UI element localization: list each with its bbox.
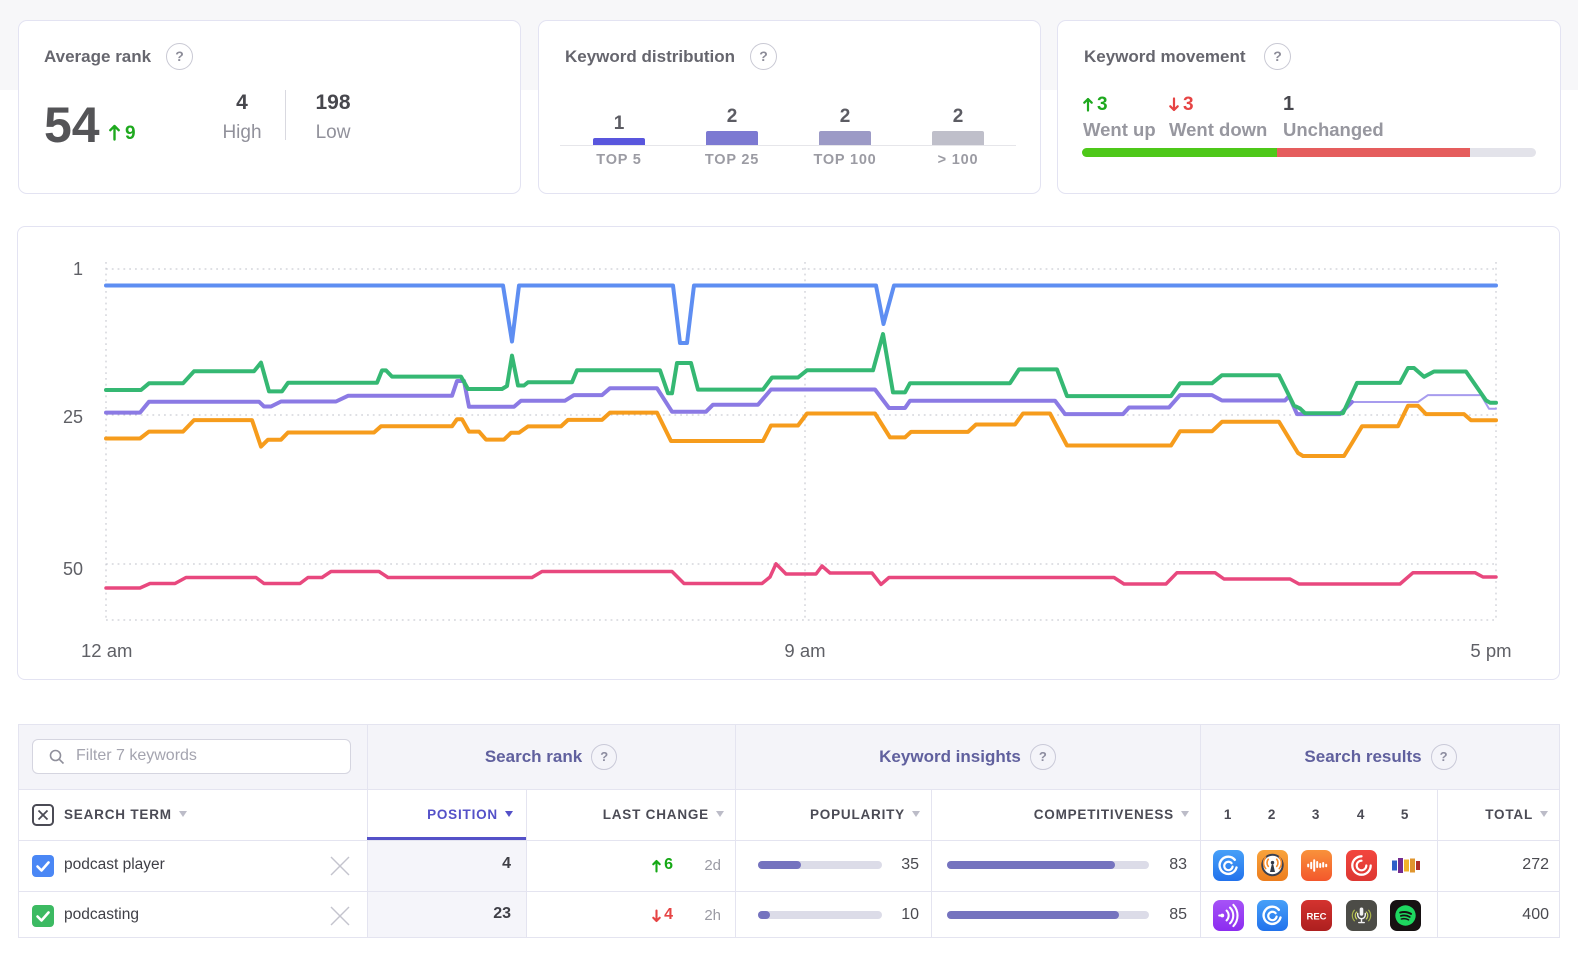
svg-text:REC: REC xyxy=(1306,911,1326,922)
